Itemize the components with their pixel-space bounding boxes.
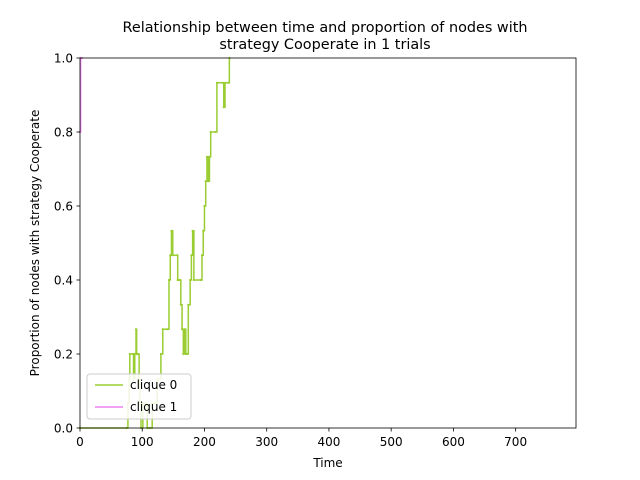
- data-point-clique-0-34: [183, 328, 186, 331]
- y-axis-label: Proportion of nodes with strategy Cooper…: [28, 110, 42, 377]
- data-point-clique-0-43: [200, 254, 204, 257]
- data-point-clique-0-42: [199, 278, 202, 282]
- data-point-clique-0-28: [175, 254, 179, 257]
- data-point-clique-0-22: [161, 328, 164, 331]
- data-point-clique-0-52: [215, 81, 219, 84]
- data-point-clique-0-30: [178, 278, 181, 282]
- data-point-clique-0-7: [133, 352, 136, 356]
- x-tick-label: 0: [76, 435, 84, 449]
- data-point-clique-0-32: [180, 328, 184, 331]
- data-point-clique-0-48: [207, 180, 210, 183]
- chart-title-line2: strategy Cooperate in 1 trials: [219, 37, 430, 53]
- data-point-clique-0-27: [171, 254, 174, 257]
- x-tick-label: 200: [193, 435, 216, 449]
- legend: clique 0 clique 1: [86, 373, 192, 420]
- plot-frame: [79, 57, 577, 429]
- data-point-clique-0-21: [159, 352, 163, 356]
- data-point-clique-0-41: [192, 278, 195, 282]
- x-tick-label: 300: [255, 435, 278, 449]
- data-point-clique-0-40: [191, 229, 194, 232]
- data-point-clique-0-38: [189, 278, 192, 282]
- data-point-clique-0-24: [167, 278, 171, 282]
- data-point-clique-0-5: [131, 352, 134, 356]
- data-point-clique-0-4: [128, 352, 131, 356]
- legend-label-clique-0: clique 0: [130, 378, 177, 392]
- x-axis: 0 100 200 300 400 500 600 700: [76, 428, 527, 449]
- x-tick-label: 100: [131, 435, 154, 449]
- data-point-clique-0-56: [227, 81, 230, 84]
- y-tick-label: 0.0: [54, 421, 73, 435]
- plot-area: [80, 58, 576, 428]
- data-point-clique-0-55: [223, 81, 227, 84]
- y-tick-label: 0.2: [54, 347, 73, 361]
- data-point-clique-0-33: [182, 352, 185, 356]
- data-point-clique-0-23: [166, 328, 169, 331]
- legend-label-clique-1: clique 1: [130, 400, 177, 414]
- data-point-clique-0-25: [169, 254, 172, 257]
- data-point-clique-0-29: [176, 278, 179, 282]
- data-point-clique-0-37: [187, 303, 190, 306]
- x-tick-label: 500: [380, 435, 403, 449]
- chart-title-line1: Relationship between time and proportion…: [123, 20, 528, 36]
- y-axis: 0.0 0.2 0.4 0.6 0.8 1.0: [54, 51, 80, 435]
- data-point-clique-0-53: [221, 81, 224, 84]
- data-point-clique-0-50: [209, 130, 212, 134]
- data-point-clique-0-44: [202, 229, 205, 232]
- data-point-clique-0-49: [208, 155, 211, 158]
- data-point-clique-0-26: [170, 229, 173, 232]
- y-tick-label: 0.8: [54, 125, 73, 139]
- data-point-clique-0-10: [136, 352, 139, 356]
- data-point-clique-0-45: [203, 204, 206, 208]
- data-point-clique-0-39: [190, 254, 193, 257]
- data-point-clique-0-36: [185, 352, 189, 356]
- data-point-clique-0-46: [204, 180, 207, 183]
- x-tick-label: 400: [317, 435, 340, 449]
- data-point-clique-0-31: [179, 303, 182, 306]
- x-axis-label: Time: [312, 456, 342, 470]
- y-tick-label: 1.0: [54, 51, 73, 65]
- data-point-clique-0-54: [222, 106, 225, 109]
- x-tick-label: 600: [442, 435, 465, 449]
- y-tick-label: 0.4: [54, 273, 73, 287]
- data-point-clique-0-47: [205, 155, 209, 158]
- data-point-clique-0-51: [214, 130, 217, 134]
- y-tick-label: 0.6: [54, 199, 73, 213]
- data-point-clique-0-8: [134, 328, 138, 331]
- x-tick-label: 700: [504, 435, 527, 449]
